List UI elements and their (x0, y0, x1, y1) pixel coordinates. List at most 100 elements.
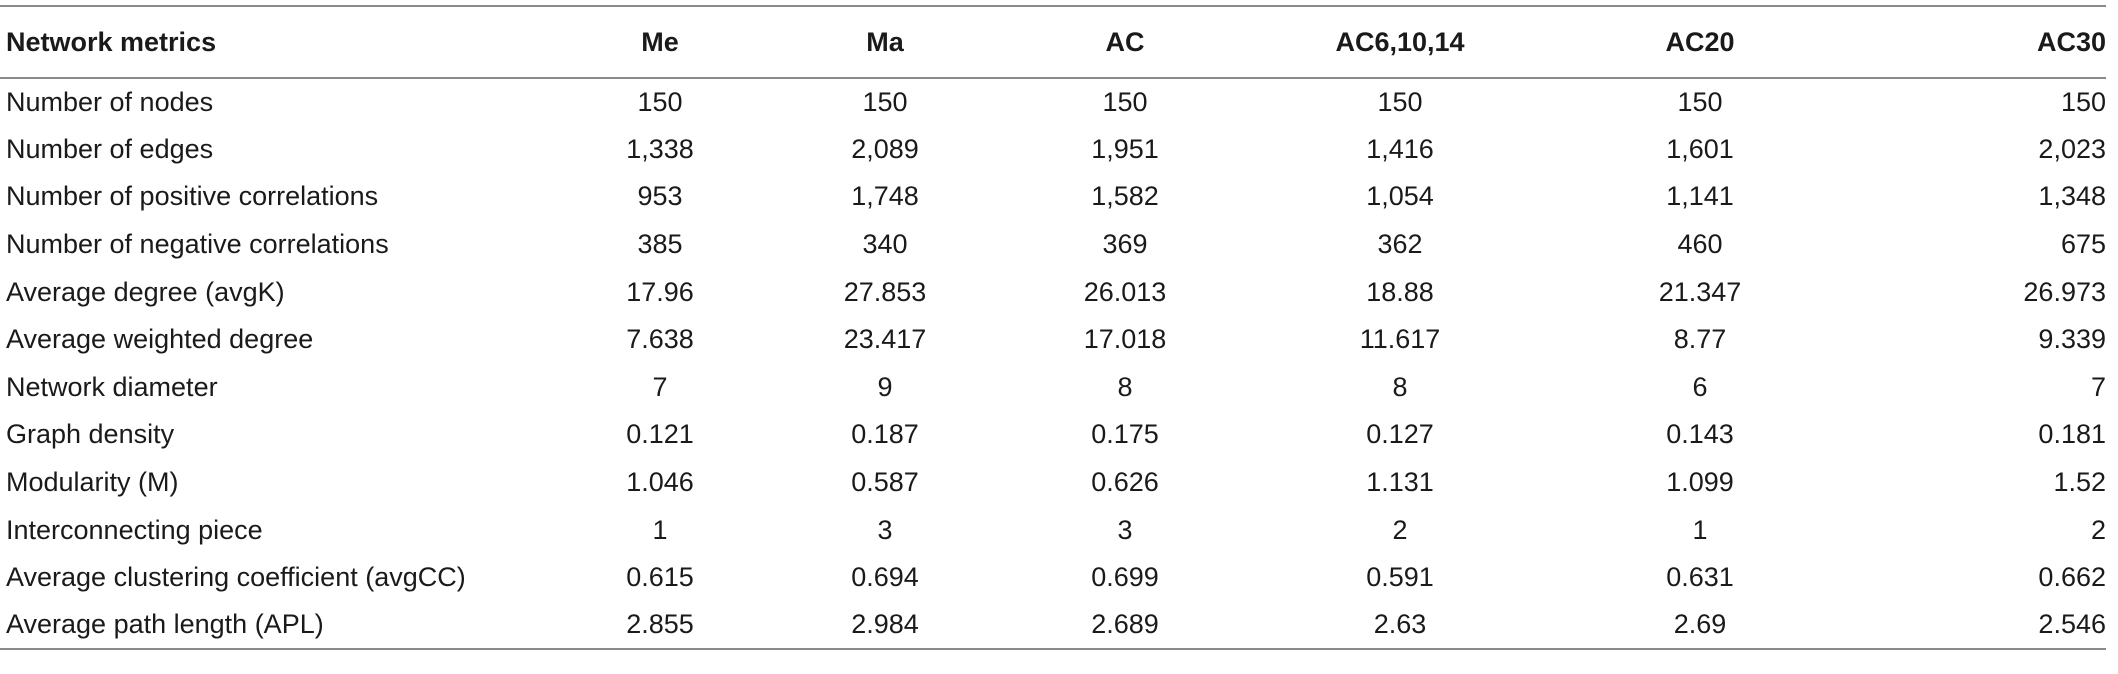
cell-ac: 1,951 (1091, 133, 1159, 164)
table-row: Average path length (APL) 2.855 2.984 2.689… (0, 601, 2106, 651)
header-ac: AC (1010, 5, 1240, 79)
row-label: Network diameter (6, 371, 218, 402)
cell-me: 0.615 (626, 562, 694, 593)
cell-ac6-10-14: 0.127 (1366, 419, 1434, 450)
cell-ac20: 1.099 (1666, 467, 1734, 498)
table-row: Modularity (M) 1.046 0.587 0.626 1.131 1.099 1… (0, 459, 2106, 507)
cell-ma: 0.187 (851, 419, 919, 450)
row-label: Average weighted degree (6, 324, 314, 355)
cell-ma: 1,748 (851, 181, 919, 212)
table-row: Number of nodes 150 150 150 150 150 150 (0, 78, 2106, 126)
row-label: Average degree (avgK) (6, 276, 285, 307)
cell-ma: 150 (862, 86, 908, 117)
header-me: Me (560, 5, 760, 79)
cell-me: 2.855 (560, 601, 760, 651)
row-label: Modularity (M) (6, 467, 179, 498)
cell-ac6-10-14: 2.63 (1240, 601, 1560, 651)
cell-ac6-10-14: 1,416 (1366, 133, 1434, 164)
cell-ac20: 460 (1677, 229, 1723, 260)
row-label: Interconnecting piece (6, 514, 263, 545)
row-label: Average clustering coefficient (avgCC) (6, 562, 466, 593)
cell-ac6-10-14: 8 (1392, 371, 1408, 402)
row-label: Number of negative correlations (6, 229, 389, 260)
cell-ma: 340 (862, 229, 908, 260)
cell-ac6-10-14: 0.591 (1366, 562, 1434, 593)
cell-ac30: 1,348 (2038, 181, 2106, 212)
cell-ac30: 2,023 (2038, 133, 2106, 164)
table-row: Number of positive correlations 953 1,748 1… (0, 173, 2106, 221)
cell-ac: 150 (1102, 86, 1148, 117)
cell-ac6-10-14: 2 (1392, 514, 1408, 545)
table-row: Average weighted degree 7.638 23.417 17.018… (0, 316, 2106, 364)
table-row: Interconnecting piece 1 3 3 2 1 2 (0, 506, 2106, 554)
cell-ac30: 0.662 (2038, 562, 2106, 593)
cell-ma: 9 (877, 371, 893, 402)
table-row: Number of edges 1,338 2,089 1,951 1,416 1,601… (0, 126, 2106, 174)
cell-ma: 0.587 (851, 467, 919, 498)
cell-ac: 3 (1117, 514, 1133, 545)
cell-ac20: 6 (1692, 371, 1708, 402)
cell-ac20: 150 (1677, 86, 1723, 117)
cell-ac: 0.626 (1091, 467, 1159, 498)
cell-ac20: 1 (1692, 514, 1708, 545)
header-ac30: AC30 (1840, 5, 2106, 79)
cell-me: 1.046 (626, 467, 694, 498)
cell-ac: 2.689 (1010, 601, 1240, 651)
network-metrics-table: Network metrics Me Ma AC AC6,10,14 AC20 … (0, 5, 2106, 651)
row-label: Graph density (6, 419, 175, 450)
cell-ac30: 9.339 (2038, 324, 2106, 355)
cell-ac30: 2.546 (1840, 601, 2106, 651)
row-label: Average path length (APL) (0, 601, 560, 651)
row-label: Number of edges (6, 133, 214, 164)
cell-ac20: 2.69 (1560, 601, 1840, 651)
cell-ma: 2,089 (851, 133, 919, 164)
cell-ma: 27.853 (843, 276, 927, 307)
cell-me: 17.96 (626, 276, 694, 307)
cell-ac30: 150 (2060, 86, 2106, 117)
cell-ac: 0.699 (1091, 562, 1159, 593)
cell-ac20: 1,601 (1666, 133, 1734, 164)
cell-ac: 17.018 (1083, 324, 1167, 355)
cell-ac6-10-14: 18.88 (1366, 276, 1434, 307)
cell-me: 150 (637, 86, 683, 117)
cell-ma: 3 (877, 514, 893, 545)
cell-me: 953 (637, 181, 683, 212)
cell-me: 7 (652, 371, 668, 402)
cell-ac6-10-14: 1,054 (1366, 181, 1434, 212)
cell-ac30: 2 (2090, 514, 2106, 545)
cell-ac: 0.175 (1091, 419, 1159, 450)
cell-me: 385 (637, 229, 683, 260)
cell-ac20: 21.347 (1658, 276, 1742, 307)
cell-ac6-10-14: 1.131 (1366, 467, 1434, 498)
header-ac6-10-14: AC6,10,14 (1240, 5, 1560, 79)
cell-me: 1 (652, 514, 668, 545)
cell-me: 7.638 (626, 324, 694, 355)
cell-ma: 2.984 (760, 601, 1010, 651)
table-row: Average clustering coefficient (avgCC) 0.… (0, 554, 2106, 602)
cell-ac: 26.013 (1083, 276, 1167, 307)
cell-ac30: 1.52 (2053, 467, 2106, 498)
cell-ac20: 8.77 (1673, 324, 1727, 355)
table-row: Graph density 0.121 0.187 0.175 0.127 0.143 0.… (0, 411, 2106, 459)
cell-ac20: 0.143 (1666, 419, 1734, 450)
header-ac20: AC20 (1560, 5, 1840, 79)
header-ma: Ma (760, 5, 1010, 79)
cell-me: 1,338 (626, 133, 694, 164)
row-label: Number of positive correlations (6, 181, 379, 212)
row-label: Number of nodes (6, 86, 214, 117)
table-header-row: Network metrics Me Ma AC AC6,10,14 AC20 … (0, 5, 2106, 79)
cell-ac20: 1,141 (1666, 181, 1734, 212)
header-network-metrics: Network metrics (0, 5, 560, 79)
table-row: Average degree (avgK) 17.96 27.853 26.013 18… (0, 268, 2106, 316)
cell-ac: 1,582 (1091, 181, 1159, 212)
cell-ac: 369 (1102, 229, 1148, 260)
cell-ac20: 0.631 (1666, 562, 1734, 593)
cell-ac30: 26.973 (2023, 276, 2106, 307)
cell-me: 0.121 (626, 419, 694, 450)
cell-ac6-10-14: 150 (1377, 86, 1423, 117)
cell-ac30: 7 (2090, 371, 2106, 402)
cell-ac30: 675 (2060, 229, 2106, 260)
cell-ma: 23.417 (843, 324, 927, 355)
table-row: Network diameter 7 9 8 8 6 7 (0, 364, 2106, 412)
